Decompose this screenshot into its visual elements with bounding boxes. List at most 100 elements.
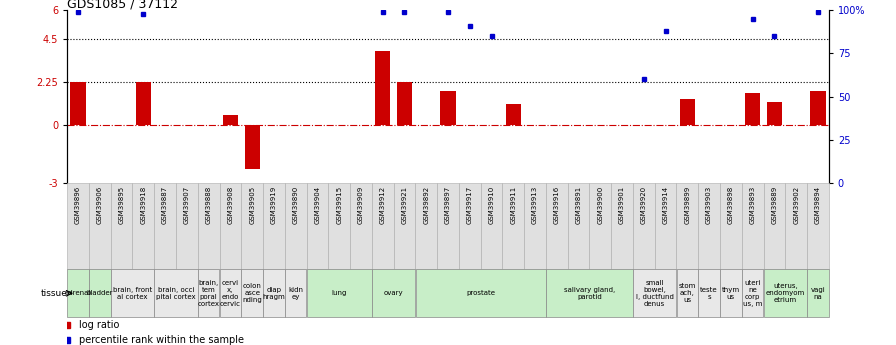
FancyBboxPatch shape xyxy=(285,183,306,269)
Text: brain, front
al cortex: brain, front al cortex xyxy=(113,287,152,300)
Text: uteri
ne
corp
us, m: uteri ne corp us, m xyxy=(743,280,762,307)
Text: GSM39898: GSM39898 xyxy=(728,186,734,224)
FancyBboxPatch shape xyxy=(763,269,806,317)
FancyBboxPatch shape xyxy=(524,183,546,269)
Text: uterus,
endomyom
etrium: uterus, endomyom etrium xyxy=(766,283,805,303)
Text: thym
us: thym us xyxy=(722,287,740,300)
FancyBboxPatch shape xyxy=(154,269,197,317)
FancyBboxPatch shape xyxy=(611,183,633,269)
Text: brain, occi
pital cortex: brain, occi pital cortex xyxy=(156,287,196,300)
Text: GSM39906: GSM39906 xyxy=(97,186,103,224)
Text: GSM39901: GSM39901 xyxy=(619,186,625,224)
Text: salivary gland,
parotid: salivary gland, parotid xyxy=(564,287,615,300)
FancyBboxPatch shape xyxy=(633,183,655,269)
FancyBboxPatch shape xyxy=(306,269,372,317)
Bar xyxy=(245,125,260,169)
Text: GSM39920: GSM39920 xyxy=(641,186,647,224)
Text: GSM39889: GSM39889 xyxy=(771,186,778,224)
Text: GSM39894: GSM39894 xyxy=(815,186,821,224)
Bar xyxy=(440,91,455,125)
Bar xyxy=(810,91,825,125)
FancyBboxPatch shape xyxy=(198,269,220,317)
FancyBboxPatch shape xyxy=(220,183,241,269)
FancyBboxPatch shape xyxy=(306,183,328,269)
FancyBboxPatch shape xyxy=(785,183,807,269)
FancyBboxPatch shape xyxy=(90,269,110,317)
FancyBboxPatch shape xyxy=(263,183,285,269)
Text: percentile rank within the sample: percentile rank within the sample xyxy=(79,335,244,345)
FancyBboxPatch shape xyxy=(547,269,633,317)
Text: GSM39919: GSM39919 xyxy=(271,186,277,224)
FancyBboxPatch shape xyxy=(372,183,393,269)
Text: GSM39914: GSM39914 xyxy=(663,186,668,224)
FancyBboxPatch shape xyxy=(154,183,176,269)
FancyBboxPatch shape xyxy=(67,269,89,317)
FancyBboxPatch shape xyxy=(480,183,503,269)
Text: adrenal: adrenal xyxy=(65,290,91,296)
Text: GSM39910: GSM39910 xyxy=(488,186,495,224)
Bar xyxy=(397,82,412,125)
Text: GSM39902: GSM39902 xyxy=(793,186,799,224)
Text: GSM39921: GSM39921 xyxy=(401,186,408,224)
Text: GSM39905: GSM39905 xyxy=(249,186,255,224)
Text: kidn
ey: kidn ey xyxy=(289,287,303,300)
FancyBboxPatch shape xyxy=(67,183,89,269)
FancyBboxPatch shape xyxy=(655,183,676,269)
Text: GSM39899: GSM39899 xyxy=(685,186,690,224)
Bar xyxy=(223,115,238,125)
Text: GSM39912: GSM39912 xyxy=(380,186,385,224)
Text: small
bowel,
l, ductfund
denus: small bowel, l, ductfund denus xyxy=(636,280,674,307)
Text: GSM39897: GSM39897 xyxy=(445,186,451,224)
Text: GSM39915: GSM39915 xyxy=(336,186,342,224)
FancyBboxPatch shape xyxy=(416,269,546,317)
FancyBboxPatch shape xyxy=(328,183,350,269)
Bar xyxy=(136,82,151,125)
Text: lung: lung xyxy=(332,290,347,296)
FancyBboxPatch shape xyxy=(503,183,524,269)
FancyBboxPatch shape xyxy=(285,269,306,317)
Bar xyxy=(680,99,695,125)
FancyBboxPatch shape xyxy=(742,269,763,317)
Text: GSM39900: GSM39900 xyxy=(598,186,603,224)
Text: GSM39892: GSM39892 xyxy=(423,186,429,224)
Text: GSM39908: GSM39908 xyxy=(228,186,233,224)
Text: GSM39895: GSM39895 xyxy=(118,186,125,224)
Text: GSM39888: GSM39888 xyxy=(206,186,211,224)
FancyBboxPatch shape xyxy=(263,269,285,317)
Text: diap
hragm: diap hragm xyxy=(263,287,285,300)
Text: stom
ach,
us: stom ach, us xyxy=(678,283,696,303)
FancyBboxPatch shape xyxy=(111,269,154,317)
Text: GSM39893: GSM39893 xyxy=(750,186,755,224)
FancyBboxPatch shape xyxy=(350,183,372,269)
FancyBboxPatch shape xyxy=(220,269,241,317)
FancyBboxPatch shape xyxy=(763,183,785,269)
FancyBboxPatch shape xyxy=(568,183,590,269)
Text: GSM39890: GSM39890 xyxy=(293,186,298,224)
Text: GSM39887: GSM39887 xyxy=(162,186,168,224)
Text: GSM39903: GSM39903 xyxy=(706,186,712,224)
Text: GSM39918: GSM39918 xyxy=(141,186,146,224)
Text: prostate: prostate xyxy=(466,290,495,296)
FancyBboxPatch shape xyxy=(698,183,720,269)
Text: GSM39904: GSM39904 xyxy=(314,186,321,224)
FancyBboxPatch shape xyxy=(416,183,437,269)
FancyBboxPatch shape xyxy=(807,269,829,317)
FancyBboxPatch shape xyxy=(133,183,154,269)
Text: log ratio: log ratio xyxy=(79,320,119,330)
Bar xyxy=(745,93,760,125)
Text: GSM39907: GSM39907 xyxy=(184,186,190,224)
Text: ovary: ovary xyxy=(383,290,403,296)
FancyBboxPatch shape xyxy=(546,183,568,269)
Text: tissue: tissue xyxy=(40,289,67,298)
FancyBboxPatch shape xyxy=(633,269,676,317)
Text: GSM39916: GSM39916 xyxy=(554,186,560,224)
Text: cervi
x,
endo
cervic: cervi x, endo cervic xyxy=(220,280,241,307)
FancyBboxPatch shape xyxy=(242,269,263,317)
FancyBboxPatch shape xyxy=(742,183,763,269)
FancyBboxPatch shape xyxy=(699,269,719,317)
FancyBboxPatch shape xyxy=(720,269,742,317)
Text: teste
s: teste s xyxy=(701,287,718,300)
Text: GSM39896: GSM39896 xyxy=(75,186,81,224)
FancyBboxPatch shape xyxy=(176,183,198,269)
Text: GSM39909: GSM39909 xyxy=(358,186,364,224)
